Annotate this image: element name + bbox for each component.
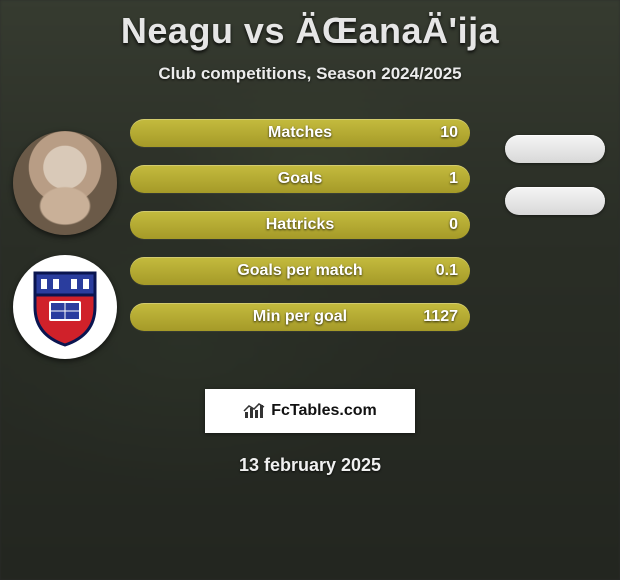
stat-bar: Hattricks 0 xyxy=(130,211,470,239)
stat-value: 1 xyxy=(449,165,458,193)
stat-bar: Min per goal 1127 xyxy=(130,303,470,331)
opponent-pill xyxy=(505,187,605,215)
stat-bar: Goals 1 xyxy=(130,165,470,193)
club-crest-icon xyxy=(31,267,99,347)
stat-label: Goals per match xyxy=(130,257,470,285)
stat-value: 1127 xyxy=(423,303,458,331)
stat-label: Matches xyxy=(130,119,470,147)
page-subtitle: Club competitions, Season 2024/2025 xyxy=(0,64,620,84)
stat-value: 0.1 xyxy=(436,257,458,285)
main-container: Neagu vs ÄŒanaÄ'ija Club competitions, S… xyxy=(0,0,620,580)
stat-value: 0 xyxy=(449,211,458,239)
stats-bars: Matches 10 Goals 1 Hattricks 0 Goals per… xyxy=(130,119,490,331)
page-title: Neagu vs ÄŒanaÄ'ija xyxy=(0,0,620,52)
opponent-pill xyxy=(505,135,605,163)
left-column xyxy=(0,119,130,359)
stat-bar: Goals per match 0.1 xyxy=(130,257,470,285)
brand-box: FcTables.com xyxy=(205,389,415,433)
club-badge xyxy=(13,255,117,359)
footer-date: 13 february 2025 xyxy=(0,455,620,476)
stat-label: Min per goal xyxy=(130,303,470,331)
stat-label: Goals xyxy=(130,165,470,193)
stat-bar: Matches 10 xyxy=(130,119,470,147)
brand-text: FcTables.com xyxy=(271,402,377,420)
stat-label: Hattricks xyxy=(130,211,470,239)
stat-value: 10 xyxy=(440,119,458,147)
right-column xyxy=(490,119,620,215)
content-layout: Matches 10 Goals 1 Hattricks 0 Goals per… xyxy=(0,119,620,359)
brand-chart-icon xyxy=(243,402,265,420)
player-avatar xyxy=(13,131,117,235)
